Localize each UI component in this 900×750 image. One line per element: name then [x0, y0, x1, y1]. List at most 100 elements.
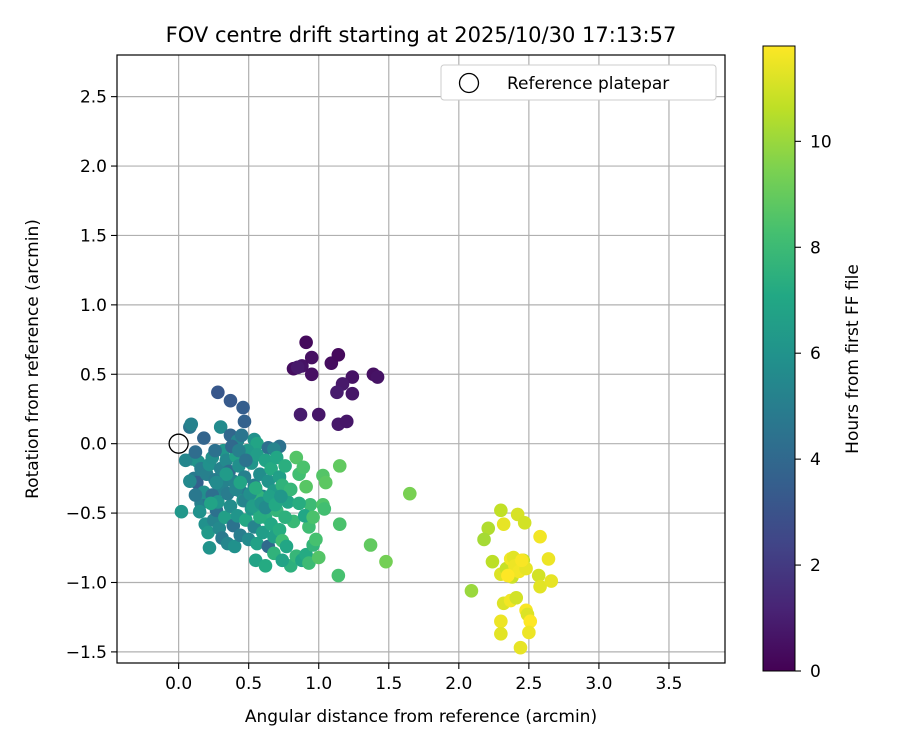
- data-point: [345, 386, 360, 401]
- data-point: [330, 385, 344, 400]
- y-tick-label: 1.0: [80, 296, 107, 316]
- y-axis-ticks: −1.5 −1.0 −0.5 0.0 0.5 1.0 1.5 2.0 2.5: [66, 88, 117, 663]
- data-point: [184, 417, 199, 432]
- data-point: [279, 539, 294, 554]
- data-point: [379, 554, 393, 569]
- data-point: [402, 486, 417, 501]
- data-point: [523, 614, 538, 629]
- data-point: [274, 489, 288, 504]
- data-point: [304, 350, 319, 365]
- x-tick-label: 3.5: [655, 674, 682, 694]
- data-point: [223, 393, 238, 408]
- data-point: [272, 522, 287, 537]
- data-point: [494, 503, 508, 518]
- x-tick-label: 3.0: [585, 674, 612, 694]
- data-point: [239, 453, 253, 468]
- data-point: [501, 568, 515, 583]
- data-point: [363, 538, 378, 552]
- data-point: [318, 475, 333, 490]
- data-point: [223, 499, 238, 513]
- data-point: [541, 552, 556, 566]
- colorbar-tick-label: 10: [810, 132, 832, 152]
- data-point: [306, 510, 320, 525]
- colorbar-ticks: 0 2 4 6 8 10: [795, 132, 832, 682]
- data-point: [481, 521, 496, 536]
- data-point: [275, 553, 290, 568]
- data-point: [311, 407, 326, 422]
- data-point: [250, 436, 264, 451]
- data-point: [332, 459, 347, 473]
- data-point: [533, 579, 547, 594]
- data-point: [317, 502, 332, 516]
- data-point: [178, 453, 193, 468]
- y-tick-label: 2.5: [80, 88, 107, 108]
- colorbar-gradient: [762, 45, 796, 672]
- data-point: [331, 348, 346, 362]
- legend-reference-marker: [458, 72, 480, 94]
- y-tick-label: 0.5: [80, 365, 107, 385]
- data-point: [331, 568, 346, 583]
- x-tick-label: 0.0: [165, 674, 192, 694]
- colorbar-tick-label: 2: [810, 556, 821, 576]
- data-point: [345, 370, 360, 384]
- data-point: [464, 584, 479, 598]
- x-axis-ticks: 0.0 0.5 1.0 1.5 2.0 2.5 3.0 3.5: [165, 663, 682, 694]
- data-point: [218, 510, 232, 525]
- data-point: [192, 504, 207, 519]
- data-point: [227, 539, 242, 554]
- data-point: [517, 515, 532, 530]
- data-point: [211, 385, 225, 400]
- colorbar-tick-label: 0: [810, 662, 821, 682]
- data-point: [204, 496, 218, 511]
- legend: Reference platepar: [440, 64, 717, 101]
- scatter-points: [174, 335, 559, 655]
- data-point: [233, 475, 248, 490]
- data-point: [309, 532, 323, 547]
- y-tick-label: −1.5: [66, 643, 107, 663]
- data-point: [533, 529, 547, 544]
- y-tick-label: 2.0: [80, 157, 107, 177]
- data-point: [232, 443, 246, 458]
- data-point: [248, 481, 263, 495]
- data-point: [304, 367, 319, 382]
- data-point: [293, 407, 308, 422]
- data-point: [292, 496, 306, 511]
- x-tick-label: 1.5: [375, 674, 402, 694]
- data-point: [278, 510, 292, 525]
- data-point: [311, 550, 326, 565]
- y-tick-label: 1.5: [80, 226, 107, 246]
- legend-entry-reference: Reference platepar: [507, 74, 669, 94]
- data-point: [289, 450, 304, 465]
- data-point: [188, 488, 203, 502]
- data-point: [515, 553, 529, 568]
- x-tick-label: 2.5: [515, 674, 542, 694]
- data-point: [303, 497, 318, 512]
- data-point: [269, 450, 284, 465]
- data-point: [522, 625, 536, 640]
- chart-title: FOV centre drift starting at 2025/10/30 …: [166, 23, 677, 47]
- data-point: [494, 614, 508, 629]
- colorbar: 0 2 4 6 8 10 Hours from first FF file: [762, 45, 863, 682]
- y-tick-label: −1.0: [66, 573, 107, 593]
- data-point: [513, 640, 528, 655]
- data-point: [283, 482, 298, 497]
- data-point: [209, 475, 224, 490]
- data-point: [236, 400, 250, 415]
- data-point: [197, 431, 211, 445]
- data-point: [485, 554, 500, 569]
- legend-box: [440, 64, 717, 101]
- data-point: [496, 517, 511, 531]
- x-tick-label: 0.5: [235, 674, 262, 694]
- data-point: [237, 414, 252, 429]
- data-point: [544, 574, 559, 588]
- data-point: [188, 445, 203, 459]
- y-axis-label: Rotation from reference (arcmin): [23, 219, 43, 499]
- x-tick-label: 1.0: [305, 674, 332, 694]
- data-point: [174, 504, 189, 519]
- plot-frame: [116, 54, 726, 664]
- data-point: [255, 525, 270, 540]
- data-point: [299, 479, 313, 494]
- y-tick-label: 0.0: [80, 435, 107, 455]
- x-tick-label: 2.0: [445, 674, 472, 694]
